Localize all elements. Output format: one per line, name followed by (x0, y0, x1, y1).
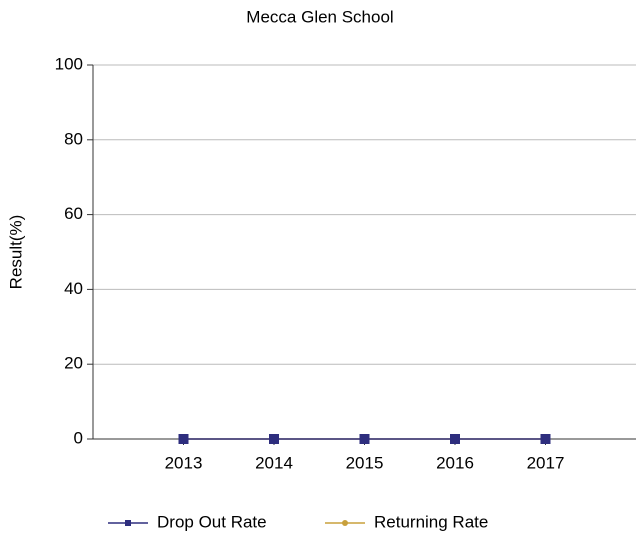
legend-label: Drop Out Rate (157, 512, 267, 531)
x-tick-label: 2015 (346, 453, 384, 472)
y-tick-label: 100 (55, 54, 83, 73)
legend-marker (125, 520, 131, 526)
point (269, 434, 279, 444)
x-tick-label: 2013 (165, 453, 203, 472)
point (178, 434, 189, 444)
point (359, 434, 370, 444)
point (450, 434, 460, 444)
y-axis-label: Result(%) (6, 215, 25, 290)
legend-marker (342, 520, 348, 526)
y-tick-label: 80 (64, 129, 83, 148)
point (540, 434, 551, 444)
y-tick-label: 40 (64, 279, 83, 298)
y-tick-label: 60 (64, 204, 83, 223)
chart-title: Mecca Glen School (246, 7, 393, 26)
x-tick-label: 2017 (527, 453, 565, 472)
y-tick-label: 0 (74, 428, 83, 447)
x-tick-label: 2016 (436, 453, 474, 472)
legend-label: Returning Rate (374, 512, 488, 531)
y-tick-label: 20 (64, 354, 83, 373)
x-tick-label: 2014 (255, 453, 293, 472)
